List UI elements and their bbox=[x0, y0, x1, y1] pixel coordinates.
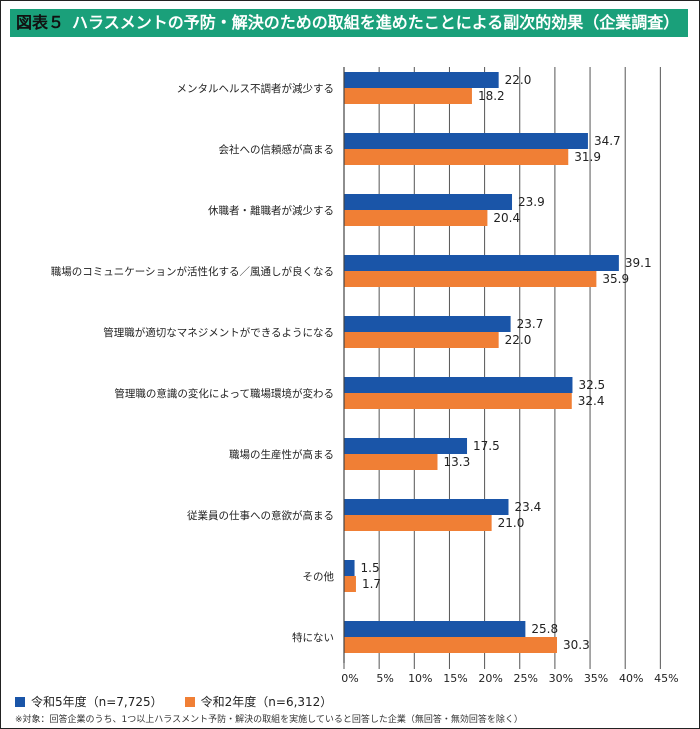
data-label: 25.8 bbox=[531, 622, 558, 636]
category-label: 会社への信頼感が高まる bbox=[219, 143, 335, 156]
data-label: 30.3 bbox=[563, 638, 590, 652]
data-label: 23.4 bbox=[515, 500, 542, 514]
category-label: メンタルヘルス不調者が減少する bbox=[177, 82, 335, 95]
legend-label-r2: 令和2年度（n=6,312） bbox=[200, 695, 333, 709]
bar-r2 bbox=[344, 332, 499, 348]
title-text: ハラスメントの予防・解決のための取組を進めたことによる副次的効果（企業調査） bbox=[72, 13, 680, 32]
bar-r2 bbox=[344, 210, 488, 226]
data-label: 32.5 bbox=[578, 378, 605, 392]
data-label: 32.4 bbox=[578, 394, 605, 408]
x-tick-label: 5% bbox=[376, 672, 393, 685]
data-label: 31.9 bbox=[574, 150, 601, 164]
data-label: 39.1 bbox=[625, 256, 652, 270]
category-label: 管理職が適切なマネジメントができるようになる bbox=[103, 326, 334, 339]
data-label: 35.9 bbox=[602, 272, 629, 286]
legend-item-r5: 令和5年度（n=7,725） bbox=[15, 693, 163, 710]
category-label: 休職者・離職者が減少する bbox=[208, 204, 334, 217]
data-label: 18.2 bbox=[478, 89, 505, 103]
bar-r5 bbox=[344, 499, 509, 515]
figure-number: 図表５ bbox=[16, 13, 65, 32]
data-label: 21.0 bbox=[498, 516, 525, 530]
legend-item-r2: 令和2年度（n=6,312） bbox=[184, 693, 333, 710]
bar-r2 bbox=[344, 515, 492, 531]
category-label: 特にない bbox=[292, 632, 334, 644]
x-tick-label: 10% bbox=[408, 672, 432, 685]
bar-r5 bbox=[344, 133, 588, 149]
bar-r2 bbox=[344, 393, 572, 409]
data-label: 17.5 bbox=[473, 439, 500, 453]
category-label: 従業員の仕事への意欲が高まる bbox=[187, 509, 334, 522]
bar-r2 bbox=[344, 149, 569, 165]
x-tick-label: 20% bbox=[478, 672, 502, 685]
category-label: 管理職の意識の変化によって職場環境が変わる bbox=[114, 387, 334, 400]
legend-label-r5: 令和5年度（n=7,725） bbox=[31, 695, 163, 709]
bar-r5 bbox=[344, 438, 468, 454]
data-label: 34.7 bbox=[594, 134, 621, 148]
category-label: その他 bbox=[303, 570, 335, 583]
bar-r2 bbox=[344, 454, 438, 470]
x-tick-label: 25% bbox=[514, 672, 538, 685]
bar-r5 bbox=[344, 72, 499, 88]
x-tick-label: 45% bbox=[654, 672, 678, 685]
figure-title: 図表５ ハラスメントの予防・解決のための取組を進めたことによる副次的効果（企業調査… bbox=[10, 9, 688, 37]
bar-r5 bbox=[344, 621, 526, 637]
footnote: ※対象：回答企業のうち、1つ以上ハラスメント予防・解決の取組を実施していると回答… bbox=[15, 715, 523, 725]
data-label: 22.0 bbox=[505, 333, 532, 347]
legend: 令和5年度（n=7,725） 令和2年度（n=6,312） bbox=[15, 693, 332, 710]
x-tick-label: 0% bbox=[341, 672, 358, 685]
data-label: 22.0 bbox=[505, 73, 532, 87]
category-label: 職場の生産性が高まる bbox=[229, 448, 334, 461]
x-tick-label: 15% bbox=[443, 672, 467, 685]
data-label: 13.3 bbox=[443, 455, 470, 469]
bar-r5 bbox=[344, 194, 513, 210]
legend-swatch-r5 bbox=[15, 697, 25, 707]
x-tick-label: 30% bbox=[549, 672, 573, 685]
bar-r5 bbox=[344, 255, 619, 271]
data-label: 1.7 bbox=[362, 577, 381, 591]
data-label: 23.7 bbox=[517, 317, 544, 331]
bar-r5 bbox=[344, 560, 355, 576]
legend-swatch-r2 bbox=[184, 697, 195, 707]
bar-r5 bbox=[344, 377, 573, 393]
x-tick-label: 35% bbox=[584, 672, 608, 685]
bar-r2 bbox=[344, 637, 558, 653]
data-label: 23.9 bbox=[518, 195, 545, 209]
data-label: 20.4 bbox=[493, 211, 520, 225]
bar-r2 bbox=[344, 88, 472, 104]
bar-r2 bbox=[344, 271, 597, 287]
x-tick-label: 40% bbox=[619, 672, 643, 685]
data-label: 1.5 bbox=[361, 561, 380, 575]
category-label: 職場のコミュニケーションが活性化する／風通しが良くなる bbox=[51, 265, 334, 278]
bar-r5 bbox=[344, 316, 511, 332]
bar-r2 bbox=[344, 576, 356, 592]
